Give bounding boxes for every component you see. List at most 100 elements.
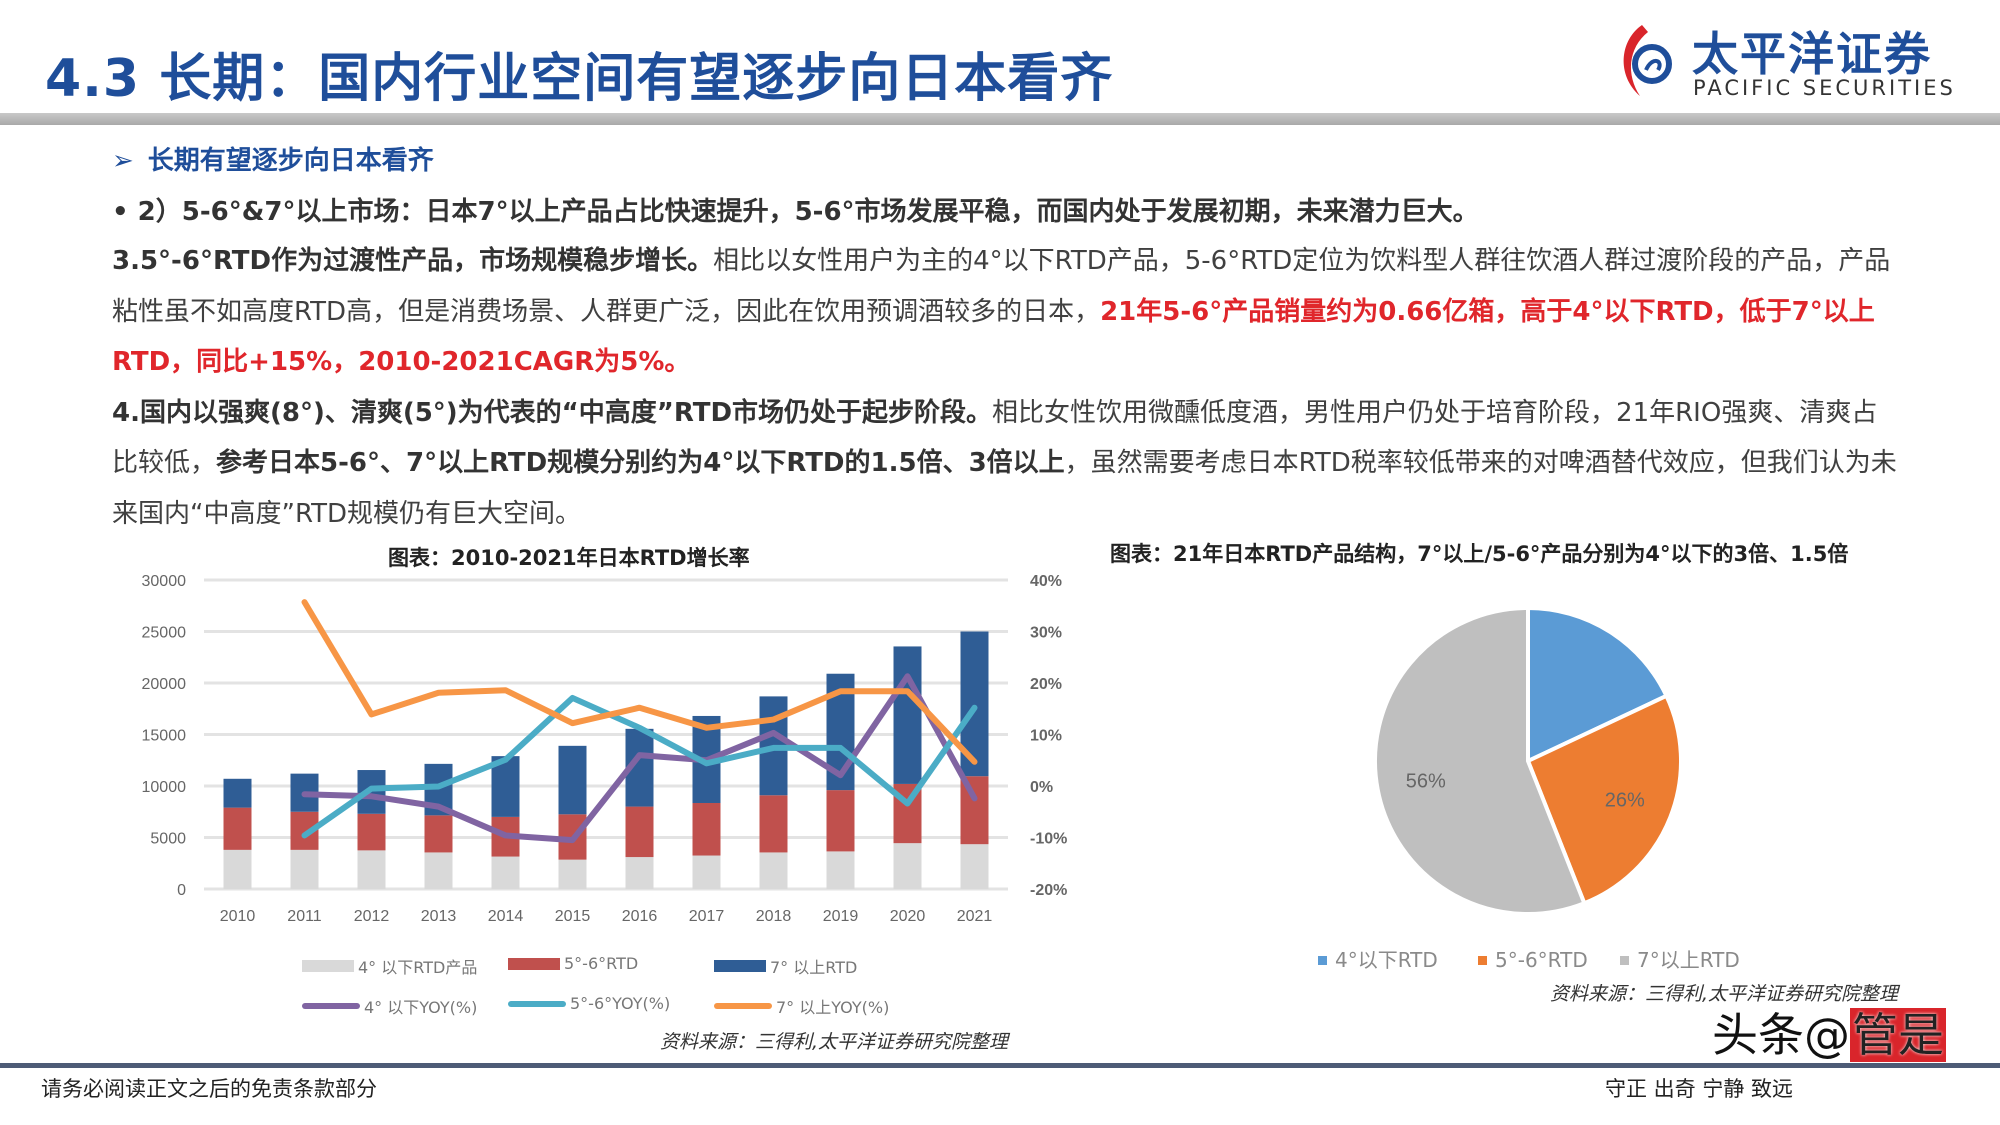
pie-slice [1373,605,1587,916]
watermark-name: 管是 [1850,1008,1946,1062]
y2-tick-label: 30% [1030,625,1062,642]
pie-legend-mid: 5°-6°RTD [1478,948,1588,972]
bar-segment [357,813,386,851]
y2-tick-label: 0% [1030,779,1053,796]
pie-slice [1526,605,1670,765]
y-tick-label: 30000 [142,573,187,590]
bar-segment [893,843,922,889]
pie-legend-low: 4°以下RTD [1318,948,1438,972]
page-title: 4.3 长期：国内行业空间有望逐步向日本看齐 [45,49,1114,109]
bar-segment [357,850,386,889]
bar-chart-title: 图表：2010-2021年日本RTD增长率 [388,546,750,570]
legend-swatch [508,957,560,970]
logo-text-en: PACIFIC SECURITIES [1693,76,1956,100]
legend-line [714,1003,772,1009]
y-tick-label: 20000 [142,676,187,693]
bar-segment [960,844,989,889]
para4-bold-1: 4.国内以强爽(8°)、清爽(5°)为代表的“中高度”RTD市场仍处于起步阶段。 [112,397,993,428]
legend-label: 5°-6°RTD [1495,948,1588,972]
legend-swatch [302,960,354,972]
x-tick-label: 2011 [287,908,322,925]
arrow-right-icon: ➢ [112,146,134,176]
footer-divider [0,1063,2000,1068]
y2-tick-label: 20% [1030,676,1062,693]
bar-chart-source: 资料来源：三得利,太平洋证券研究院整理 [660,1031,1009,1053]
bar-segment [223,807,252,850]
subheading-text: 长期有望逐步向日本看齐 [147,146,434,176]
y-tick-label: 0 [177,882,186,899]
bar-segment [826,790,855,852]
y-tick-label: 25000 [142,625,187,642]
pacific-logo-icon [1623,25,1672,96]
bar-segment [625,806,654,858]
y2-tick-label: 10% [1030,728,1062,745]
y2-tick-label: -20% [1030,882,1067,899]
legend-label: 5°-6°RTD [564,954,639,973]
legend-label: 4° 以下YOY(%) [364,998,478,1017]
y2-tick-label: -10% [1030,831,1067,848]
legend-label: 7°以上RTD [1637,948,1740,972]
footer-disclaimer: 请务必阅读正文之后的免责条款部分 [41,1077,377,1101]
x-tick-label: 2020 [890,908,926,925]
logo-text-cn: 太平洋证券 [1692,27,1932,81]
pie-chart-source: 资料来源：三得利,太平洋证券研究院整理 [1550,983,1899,1005]
yoy-line [301,694,978,839]
legend-item-line-high: 7° 以上YOY(%) [714,994,889,1018]
legend-line [302,1003,360,1009]
bar-segment [558,745,587,815]
paragraph-3: 3.5°-6°RTD作为过渡性产品，市场规模稳步增长。相比以女性用户为主的4°以… [112,236,1902,388]
x-tick-label: 2012 [354,908,390,925]
paragraph-4: 4.国内以强爽(8°)、清爽(5°)为代表的“中高度”RTD市场仍处于起步阶段。… [112,388,1902,540]
legend-item-line-mid: 5°-6°YOY(%) [508,994,670,1013]
bar-segment [223,849,252,889]
pie-label: 26% [1605,789,1645,811]
legend-label: 7° 以上YOY(%) [776,998,890,1017]
pie-legend-high: 7°以上RTD [1620,948,1740,972]
watermark: 头条@管是 [1712,1008,1946,1062]
legend-item-bar-low: 4° 以下RTD产品 [302,954,477,978]
watermark-text: 头条@ [1712,1008,1850,1062]
subheading: ➢ 长期有望逐步向日本看齐 [112,140,434,177]
y2-tick-label: 40% [1030,573,1062,590]
legend-swatch [1478,955,1487,965]
legend-label: 7° 以上RTD [770,958,858,977]
para4-normal-2: ，虽然需要考虑日本RTD税率较低带来的对啤酒替代效应，但我们认为未来国内“中高度… [112,448,1897,529]
bar-segment [290,849,319,889]
x-tick-label: 2017 [689,908,725,925]
pie-slice [1525,693,1683,906]
y-tick-label: 15000 [142,728,187,745]
x-tick-label: 2015 [555,908,591,925]
pie-chart-title: 图表：21年日本RTD产品结构，7°以上/5-6°产品分别为4°以下的3倍、1.… [1110,542,1849,566]
legend-item-line-low: 4° 以下YOY(%) [302,994,477,1018]
legend-item-bar-mid: 5°-6°RTD [508,954,638,973]
bar-segment [692,855,721,889]
bar-segment [558,859,587,889]
header-divider [0,113,2000,125]
para4-bold-2: 参考日本5-6°、7°以上RTD规模分别约为4°以下RTD的1.5倍、3倍以上 [216,448,1065,478]
bar-segment [424,852,453,889]
x-tick-label: 2013 [421,908,457,925]
y-tick-label: 5000 [150,831,186,848]
body-paragraphs: 3.5°-6°RTD作为过渡性产品，市场规模稳步增长。相比以女性用户为主的4°以… [112,236,1902,539]
yoy-line [301,599,978,765]
legend-label: 4°以下RTD [1335,948,1438,972]
bar-segment [491,856,520,889]
logo [1612,20,1682,100]
x-tick-label: 2016 [622,908,658,925]
yoy-line [301,673,978,844]
x-tick-label: 2019 [823,908,859,925]
bar-segment [424,815,453,853]
bar-segment [223,778,252,808]
bar-segment [893,646,922,784]
pie-label: 56% [1406,770,1446,792]
bar-segment [625,857,654,889]
x-tick-label: 2014 [488,908,524,925]
para3-normal: 相比以女性用户为主的4°以下RTD产品，5-6°RTD定位为饮料型人群往饮酒人群… [112,246,1891,327]
bullet-point: • 2）5-6°&7°以上市场：日本7°以上产品占比快速提升，5-6°市场发展平… [112,197,1479,227]
legend-swatch [1620,955,1629,965]
legend-label: 4° 以下RTD产品 [358,958,478,977]
legend-label: 5°-6°YOY(%) [570,994,671,1013]
x-tick-label: 2021 [957,908,993,925]
legend-swatch [714,960,766,972]
